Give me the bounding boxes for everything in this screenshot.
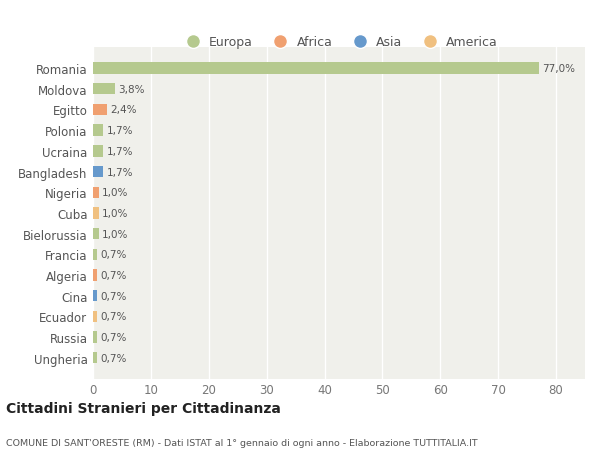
Text: 0,7%: 0,7% xyxy=(101,312,127,322)
Bar xyxy=(93,332,97,343)
Bar xyxy=(93,125,103,136)
Text: 3,8%: 3,8% xyxy=(118,84,145,95)
Text: 0,7%: 0,7% xyxy=(101,332,127,342)
Text: 77,0%: 77,0% xyxy=(542,64,575,74)
Text: 1,0%: 1,0% xyxy=(102,188,128,198)
Text: 1,7%: 1,7% xyxy=(106,167,133,177)
Bar xyxy=(93,63,539,74)
Bar xyxy=(93,208,99,219)
Text: 1,7%: 1,7% xyxy=(106,146,133,157)
Legend: Europa, Africa, Asia, America: Europa, Africa, Asia, America xyxy=(175,31,503,54)
Text: COMUNE DI SANT'ORESTE (RM) - Dati ISTAT al 1° gennaio di ogni anno - Elaborazion: COMUNE DI SANT'ORESTE (RM) - Dati ISTAT … xyxy=(6,438,478,448)
Text: 1,0%: 1,0% xyxy=(102,229,128,239)
Text: 2,4%: 2,4% xyxy=(110,105,137,115)
Bar xyxy=(93,353,97,364)
Text: 0,7%: 0,7% xyxy=(101,291,127,301)
Bar xyxy=(93,187,99,198)
Text: 1,7%: 1,7% xyxy=(106,126,133,136)
Text: 0,7%: 0,7% xyxy=(101,270,127,280)
Bar xyxy=(93,249,97,260)
Bar xyxy=(93,105,107,116)
Bar xyxy=(93,146,103,157)
Text: 1,0%: 1,0% xyxy=(102,208,128,218)
Text: Cittadini Stranieri per Cittadinanza: Cittadini Stranieri per Cittadinanza xyxy=(6,402,281,415)
Bar xyxy=(93,291,97,302)
Text: 0,7%: 0,7% xyxy=(101,250,127,260)
Bar xyxy=(93,167,103,178)
Bar xyxy=(93,270,97,281)
Text: 0,7%: 0,7% xyxy=(101,353,127,363)
Bar xyxy=(93,84,115,95)
Bar xyxy=(93,229,99,240)
Bar xyxy=(93,311,97,322)
